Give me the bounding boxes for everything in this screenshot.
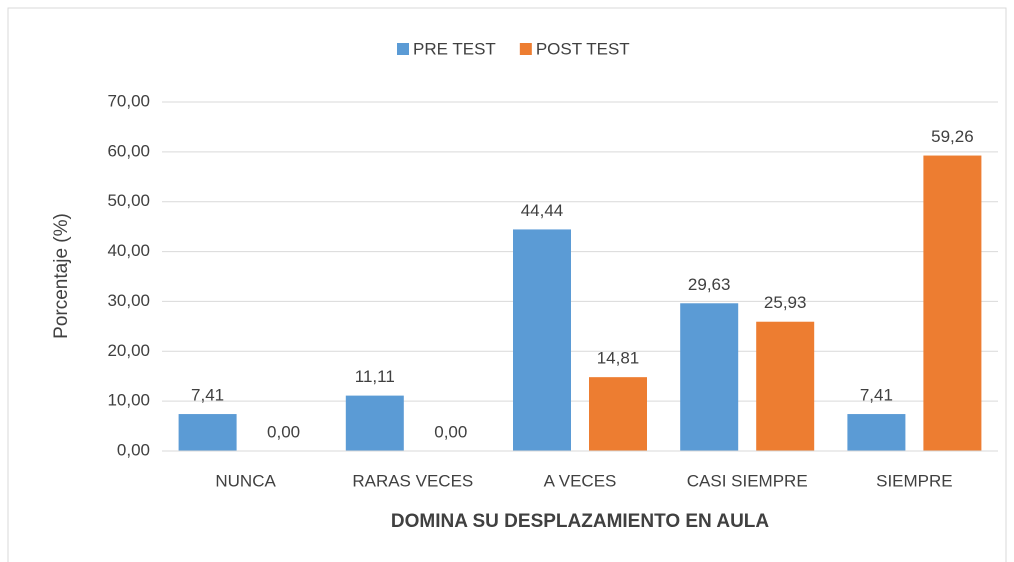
y-tick-label: 50,00 <box>107 191 150 210</box>
x-tick-label: CASI SIEMPRE <box>687 471 808 490</box>
x-tick-label: NUNCA <box>215 471 276 490</box>
data-label: 29,63 <box>688 275 731 294</box>
bar <box>756 321 815 451</box>
bar <box>923 155 982 451</box>
x-tick-label: A VECES <box>544 471 617 490</box>
data-label: 7,41 <box>860 386 893 405</box>
data-label: 11,11 <box>355 367 395 386</box>
bar <box>345 395 404 451</box>
y-tick-label: 60,00 <box>107 141 150 160</box>
data-label: 0,00 <box>267 422 300 441</box>
x-tick-label: SIEMPRE <box>876 471 953 490</box>
data-label: 59,26 <box>931 127 974 146</box>
legend-label: PRE TEST <box>413 39 496 58</box>
bar <box>178 414 237 451</box>
y-tick-label: 0,00 <box>117 440 150 459</box>
data-label: 0,00 <box>434 422 467 441</box>
data-label: 14,81 <box>597 349 640 368</box>
bar <box>513 229 571 451</box>
bar <box>680 303 739 451</box>
legend-label: POST TEST <box>536 39 630 58</box>
y-axis-title: Porcentaje (%) <box>51 213 72 339</box>
data-label: 25,93 <box>764 293 807 312</box>
y-tick-label: 40,00 <box>107 241 150 260</box>
y-tick-label: 10,00 <box>107 391 150 410</box>
bar <box>847 414 906 451</box>
data-label: 44,44 <box>521 201 564 220</box>
y-tick-label: 20,00 <box>107 341 150 360</box>
y-tick-label: 30,00 <box>107 291 150 310</box>
bar <box>589 377 647 451</box>
chart-border <box>7 7 1007 562</box>
legend-swatch <box>397 43 409 55</box>
x-axis-title: DOMINA SU DESPLAZAMIENTO EN AULA <box>391 511 770 532</box>
y-tick-label: 70,00 <box>107 91 150 110</box>
legend-swatch <box>519 43 532 55</box>
x-tick-label: RARAS VECES <box>352 471 473 490</box>
data-label: 7,41 <box>191 386 224 405</box>
